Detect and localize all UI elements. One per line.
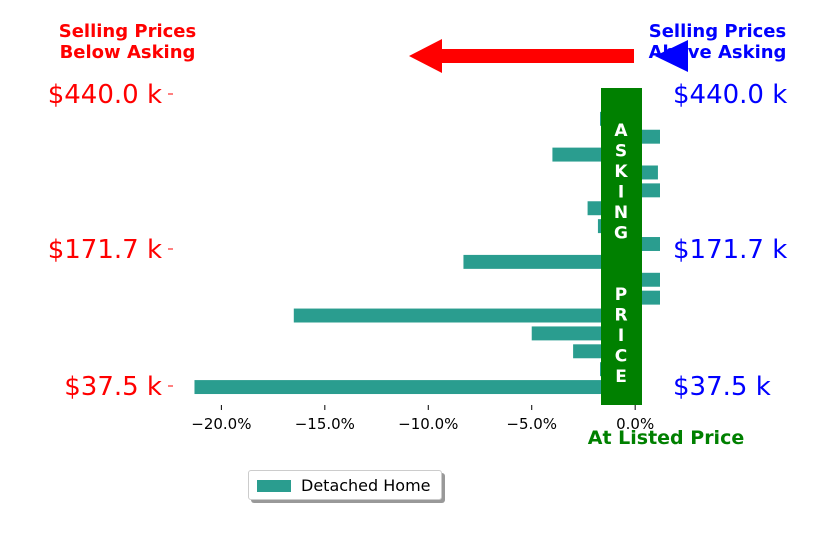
right-tick-label: $37.5 k [673,372,771,402]
x-tick-label: −5.0% [506,415,557,433]
x-tick-label: −15.0% [295,415,355,433]
right-tick-label: $171.7 k [673,235,787,265]
at-listed-price-label: At Listed Price [587,427,745,449]
right-tick-label: $440.0 k [673,80,787,110]
legend-swatch [257,480,291,492]
band-letter: G [614,224,628,244]
x-tick-label: −20.0% [191,415,251,433]
band-letter: A [614,121,628,141]
x-tick-label: 0.0% [616,415,654,433]
bar-12 [293,308,636,323]
left-tick-label: $440.0 k [48,80,162,110]
bars-group [194,93,660,395]
above-asking-header-line2: Above Asking [648,42,787,63]
legend: Detached Home [248,470,442,500]
band-letter: E [615,367,627,387]
above-asking-header-line1: Selling Prices [648,21,787,42]
band-letter: S [615,142,627,162]
asking-price-band-rect [601,88,642,405]
left-axis-ticks: $440.0 k $171.7 k $37.5 k [48,80,173,402]
right-axis-ticks: $440.0 k $171.7 k $37.5 k [673,80,787,402]
band-letter: N [614,203,628,223]
band-letter: C [615,347,627,367]
bar-9 [463,254,636,269]
band-letter: I [618,183,624,203]
band-letter: I [618,326,624,346]
arrows-group [409,39,688,73]
legend-label: Detached Home [301,476,431,495]
left-tick-label: $37.5 k [64,372,162,402]
left-tick-label: $171.7 k [48,235,162,265]
below-asking-header-line1: Selling Prices [58,21,197,42]
bar-16 [194,380,636,395]
band-letter: R [614,306,627,326]
below-asking-header-line2: Below Asking [59,42,196,63]
above-asking-header: Selling Prices Above Asking [630,21,805,63]
x-axis-ticks: −20.0% −15.0% −10.0% −5.0% 0.0% [191,405,654,433]
below-asking-header: Selling Prices Below Asking [40,21,215,63]
left-arrow-icon [409,39,634,73]
band-letter: P [615,285,627,305]
band-letter: K [614,162,628,182]
x-tick-label: −10.0% [398,415,458,433]
right-arrow-icon [655,40,688,72]
